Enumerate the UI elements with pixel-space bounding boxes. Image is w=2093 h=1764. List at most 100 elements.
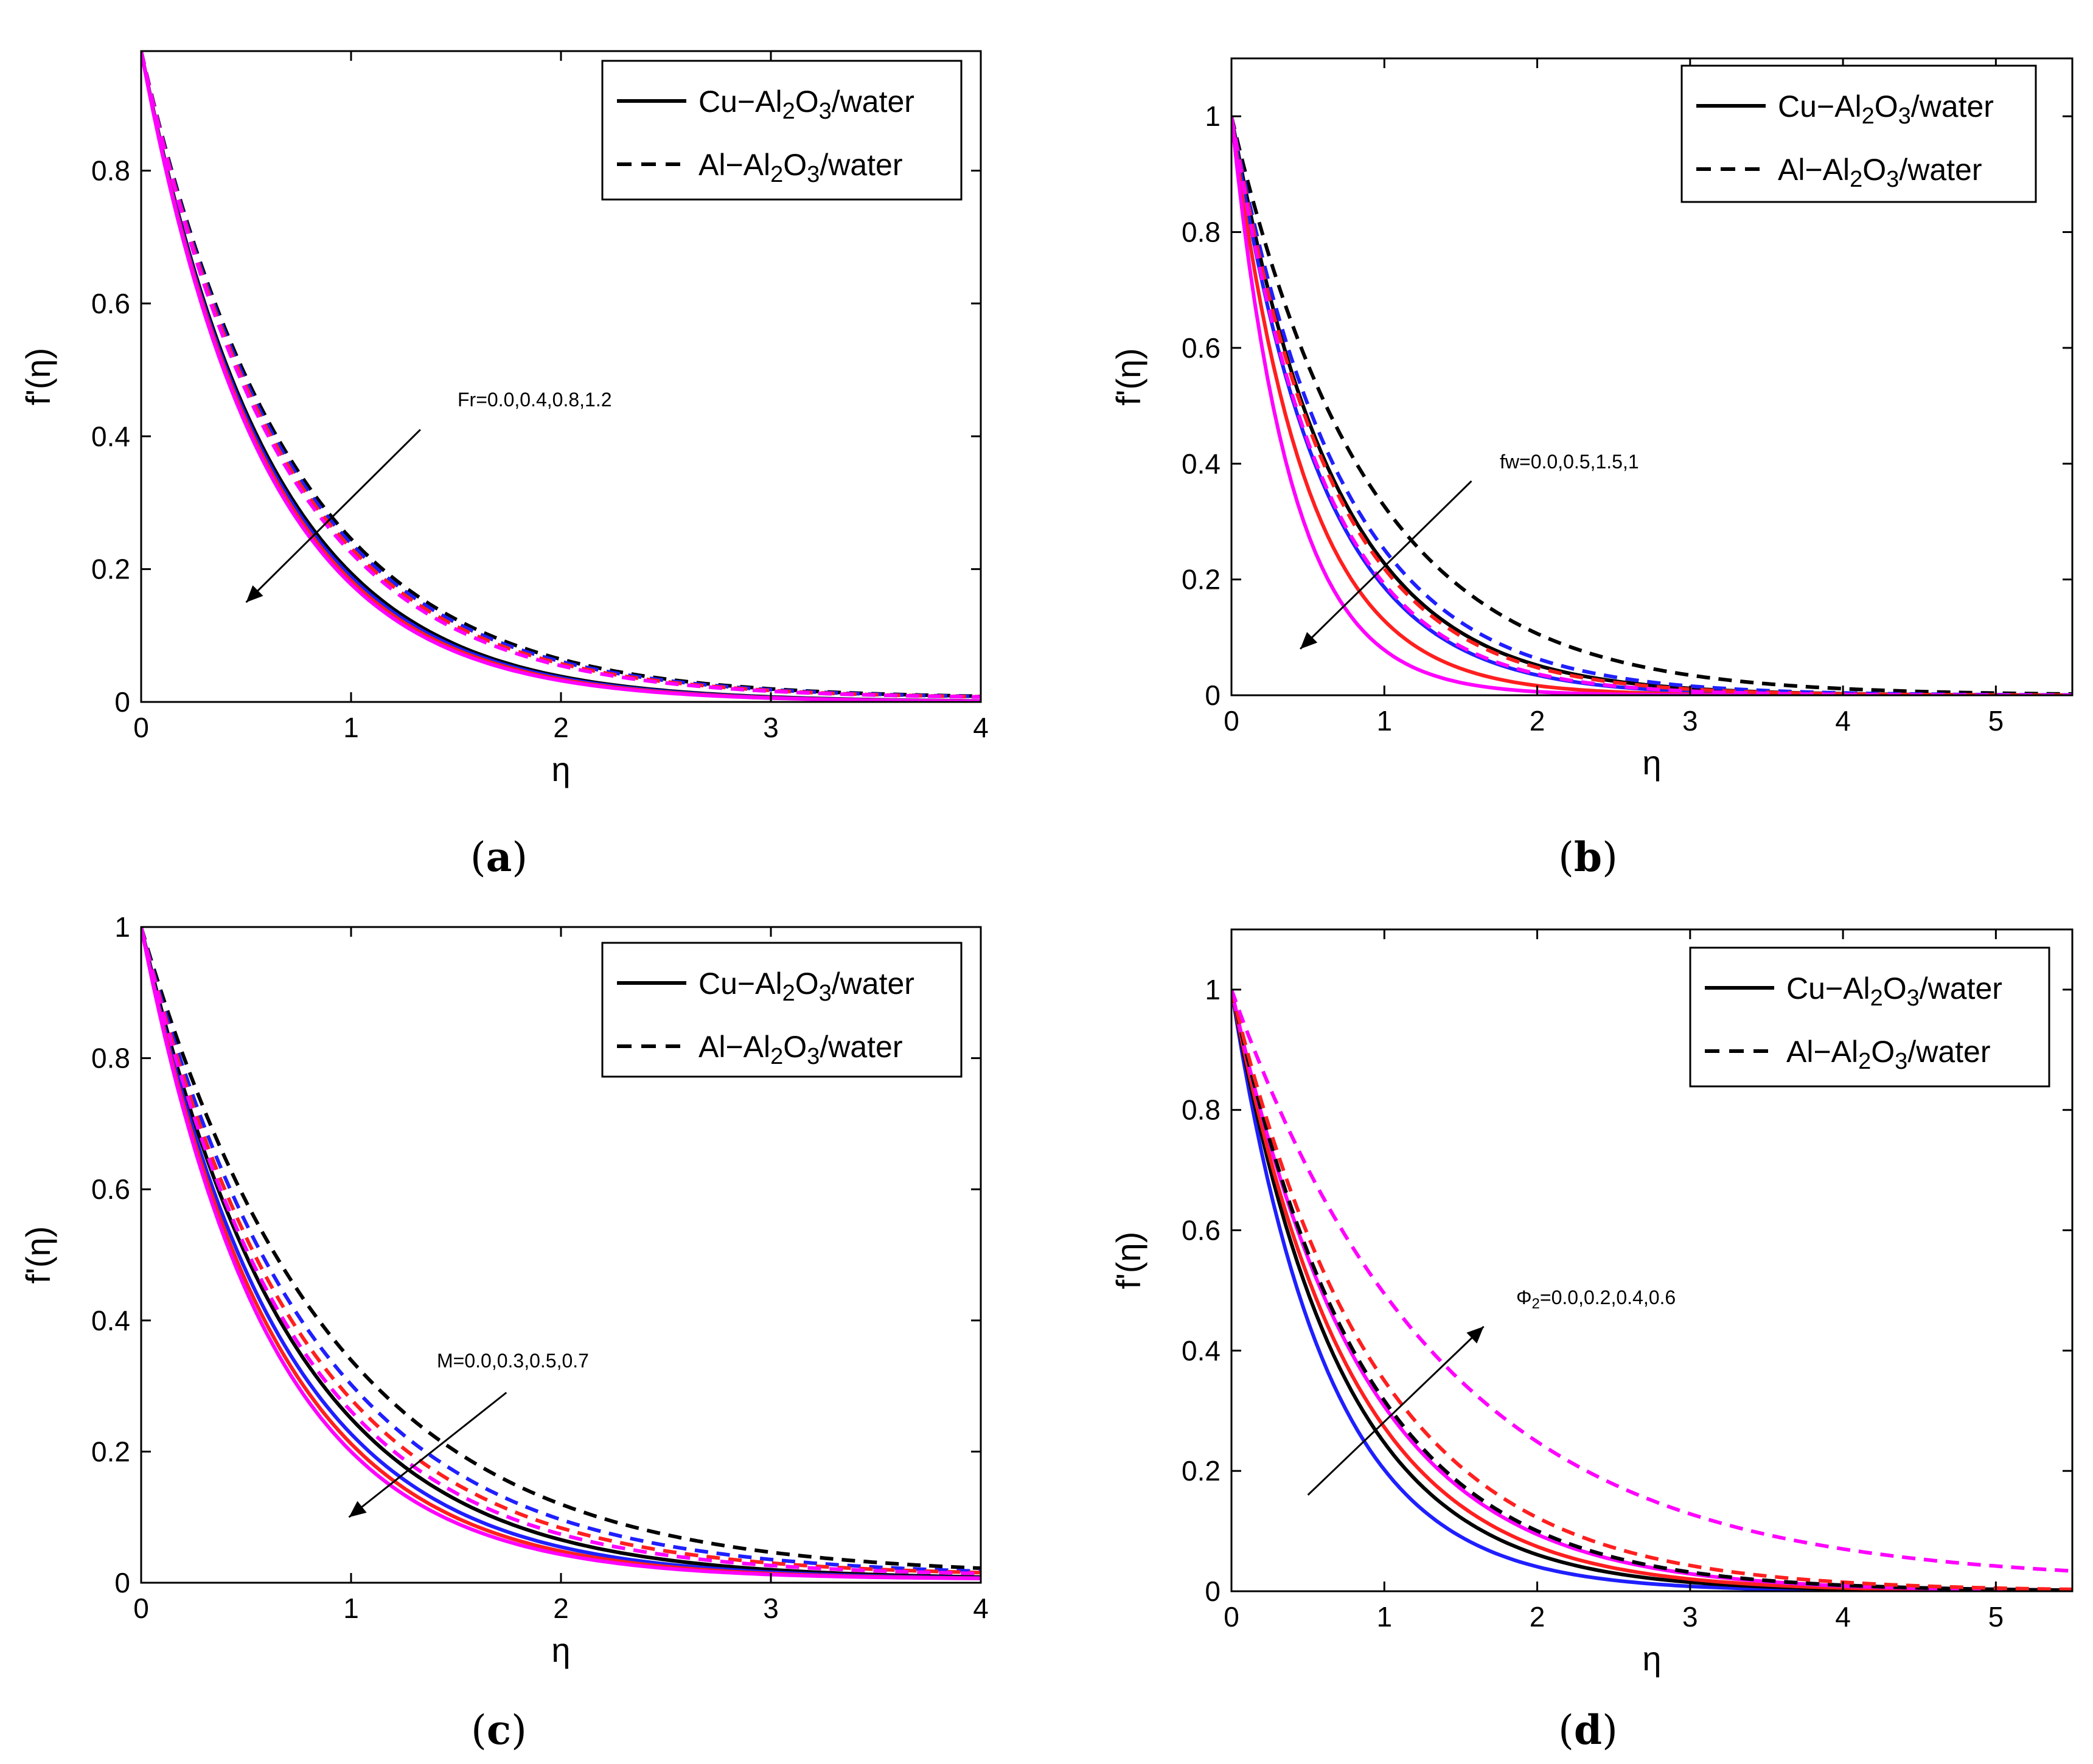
series-line-a-3 <box>141 51 981 702</box>
x-tick-label: 2 <box>1530 705 1545 737</box>
y-tick-label: 1 <box>1205 100 1221 132</box>
series-line-d-5 <box>1231 989 2072 1591</box>
panel-label-d: (d) <box>1558 1706 1618 1754</box>
annotation-arrowhead <box>1300 631 1318 649</box>
x-tick-label: 3 <box>763 712 779 743</box>
x-tick-label: 2 <box>553 712 569 743</box>
annotation-arrowhead <box>246 585 263 603</box>
x-tick-label: 5 <box>1988 1601 2004 1633</box>
legend-label: Al−Al2O3/water <box>1786 1035 1990 1074</box>
y-axis-label: f'(η) <box>19 1226 57 1284</box>
y-tick-label: 0 <box>114 1567 130 1599</box>
plot-frame <box>1230 928 2074 1592</box>
legend-label: Cu−Al2O3/water <box>698 85 914 124</box>
panel-c: 0 1 2 3 4 0 0.2 0.4 0.6 0.8 1 η f'(η) Cu−Al2O3/water A… <box>19 911 989 1669</box>
y-tick-label: 1 <box>1205 974 1221 1005</box>
annotation-arrow <box>245 429 421 603</box>
series-line-c-7 <box>141 927 981 1575</box>
legend-box <box>1680 64 2037 203</box>
x-tick-label: 3 <box>1682 1601 1698 1633</box>
x-tick-label: 0 <box>1224 1601 1239 1633</box>
legend: Cu−Al2O3/water Al−Al2O3/water <box>601 60 963 201</box>
annotation-text: fw=0.0,0.5,1.5,1 <box>1500 451 1639 473</box>
y-tick-label: 0.2 <box>1182 564 1221 596</box>
annotation-arrow <box>1300 480 1472 650</box>
series-line-b-3 <box>1231 116 2072 695</box>
x-tick-label: 1 <box>1376 705 1392 737</box>
y-tick-label: 0.4 <box>1182 448 1221 479</box>
series-line-b-0 <box>1231 116 2072 695</box>
series-line-d-6 <box>1231 989 2072 1591</box>
y-tick-label: 0.4 <box>91 1305 130 1336</box>
legend-box <box>1689 946 2050 1088</box>
y-tick-label: 0 <box>114 686 130 718</box>
y-tick-label: 0.8 <box>1182 217 1221 248</box>
legend-label: Cu−Al2O3/water <box>1778 89 1994 129</box>
x-tick-label: 5 <box>1988 705 2004 737</box>
annotation-text: M=0.0,0.3,0.5,0.7 <box>437 1350 589 1372</box>
y-tick-label: 0.8 <box>91 155 130 187</box>
series-group <box>141 51 981 702</box>
series-line-a-5 <box>141 51 981 698</box>
legend-label: Cu−Al2O3/water <box>1786 971 2002 1011</box>
y-tick-label: 0 <box>1205 679 1221 711</box>
y-axis-label: f'(η) <box>19 348 57 406</box>
x-tick-label: 0 <box>1224 705 1239 737</box>
series-line-b-4 <box>1231 116 2072 695</box>
annotation-arrow <box>1307 1325 1485 1496</box>
panel-b: 0 1 2 3 4 5 0 0.2 0.4 0.6 0.8 1 η f'(η) Cu−Al2O3/water… <box>1109 57 2074 782</box>
x-tick-label: 3 <box>763 1592 779 1624</box>
annotation-arrowhead <box>1466 1326 1484 1344</box>
series-line-b-5 <box>1231 116 2072 695</box>
y-tick-label: 0.6 <box>91 1173 130 1205</box>
annotation-arrowhead <box>349 1501 367 1518</box>
x-axis-label: η <box>1642 1639 1661 1678</box>
y-tick-label: 0.4 <box>1182 1335 1221 1366</box>
x-tick-label: 4 <box>1835 705 1851 737</box>
series-group <box>1231 116 2072 695</box>
x-tick-label: 1 <box>343 712 359 743</box>
legend: Cu−Al2O3/water Al−Al2O3/water <box>601 942 963 1078</box>
y-tick-label: 0.4 <box>91 420 130 452</box>
plot-frame <box>1230 57 2074 696</box>
series-group <box>1231 988 2072 1591</box>
y-tick-label: 0.2 <box>91 1436 130 1467</box>
y-tick-label: 0.6 <box>1182 332 1221 364</box>
x-tick-label: 4 <box>1835 1601 1851 1633</box>
series-line-b-2 <box>1231 116 2072 695</box>
x-axis-label: η <box>551 750 570 788</box>
legend-box <box>601 942 963 1078</box>
y-tick-label: 0.2 <box>91 554 130 585</box>
y-axis-label: f'(η) <box>1109 348 1147 406</box>
series-line-b-1 <box>1231 116 2072 695</box>
y-tick-label: 1 <box>114 911 130 943</box>
panel-label-a: (a) <box>470 833 528 881</box>
y-tick-label: 0.2 <box>1182 1455 1221 1487</box>
series-line-d-7 <box>1231 988 2072 1573</box>
legend-label: Al−Al2O3/water <box>698 148 902 187</box>
panel-d: 0 1 2 3 4 5 0 0.2 0.4 0.6 0.8 1 η f'(η) Cu−Al2O3/water… <box>1109 928 2074 1678</box>
series-line-c-3 <box>141 927 981 1580</box>
x-tick-label: 1 <box>1376 1601 1392 1633</box>
x-axis-label: η <box>1642 743 1661 782</box>
annotation-text: Φ2=0.0,0.2,0.4,0.6 <box>1516 1287 1676 1312</box>
y-tick-label: 0 <box>1205 1575 1221 1607</box>
legend-label: Al−Al2O3/water <box>1778 153 1982 192</box>
series-group <box>141 927 981 1580</box>
y-tick-label: 0.8 <box>1182 1094 1221 1126</box>
series-line-b-7 <box>1231 116 2072 695</box>
series-line-d-3 <box>1231 989 2072 1591</box>
legend: Cu−Al2O3/water Al−Al2O3/water <box>1680 64 2037 203</box>
x-tick-label: 4 <box>973 1592 989 1624</box>
y-tick-label: 0.8 <box>91 1043 130 1074</box>
x-tick-label: 2 <box>1530 1601 1545 1633</box>
legend-label: Cu−Al2O3/water <box>698 967 914 1006</box>
legend-box <box>601 60 963 201</box>
legend: Cu−Al2O3/water Al−Al2O3/water <box>1689 946 2050 1088</box>
x-tick-label: 3 <box>1682 705 1698 737</box>
annotation-text: Fr=0.0,0.4,0.8,1.2 <box>458 389 612 411</box>
panel-label-c: (c) <box>471 1706 527 1754</box>
x-tick-label: 1 <box>343 1592 359 1624</box>
